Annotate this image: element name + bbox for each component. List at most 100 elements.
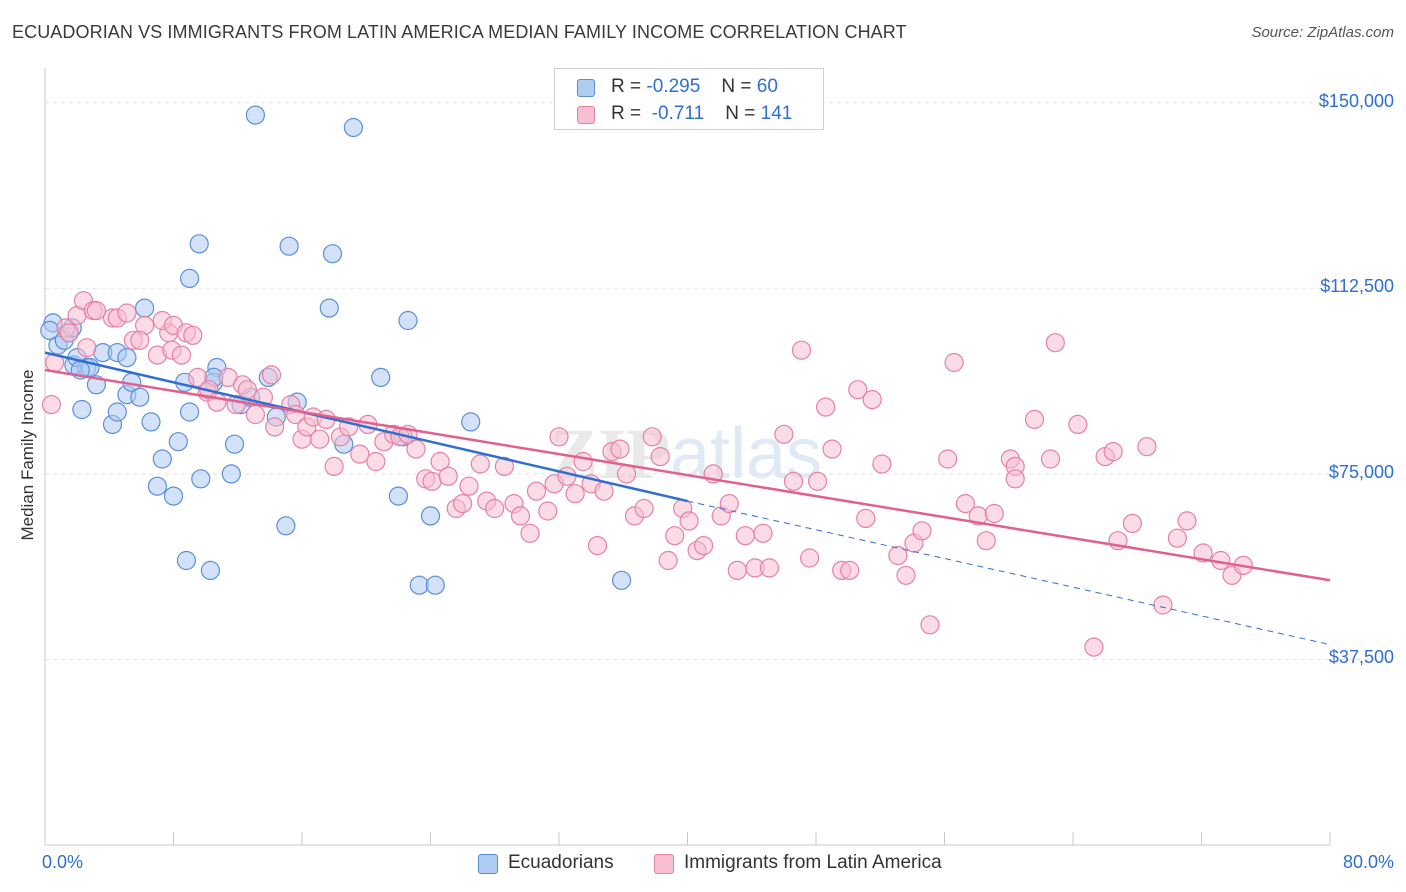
point-immigrant: [310, 429, 330, 449]
point-ecuadorian: [221, 464, 241, 484]
y-tick-label: $37,500: [1328, 647, 1394, 668]
point-immigrant: [727, 560, 747, 581]
legend-label: Ecuadorians: [508, 852, 614, 873]
point-ecuadorian: [72, 399, 92, 420]
point-immigrant: [774, 424, 794, 444]
stats-row-ecuadorians: R = -0.295 N = 60: [555, 74, 823, 102]
point-ecuadorian: [611, 570, 632, 590]
point-immigrant: [494, 456, 514, 476]
point-immigrant: [759, 558, 780, 578]
point-immigrant: [350, 444, 370, 464]
point-immigrant: [1045, 333, 1065, 353]
point-immigrant: [459, 476, 479, 496]
point-immigrant: [862, 390, 882, 410]
point-immigrant: [117, 303, 137, 323]
r-label: R =: [611, 76, 642, 97]
point-immigrant: [938, 449, 958, 469]
point-immigrant: [822, 439, 842, 459]
point-immigrant: [642, 427, 662, 447]
point-ecuadorian: [135, 298, 155, 318]
point-immigrant: [130, 330, 150, 350]
point-immigrant: [265, 417, 285, 437]
y-tick-label: $112,500: [1320, 276, 1394, 297]
point-immigrant: [324, 456, 344, 476]
stats-legend: R = -0.295 N = 60 R = -0.711 N = 141: [554, 68, 824, 130]
point-ecuadorian: [163, 486, 184, 506]
point-immigrant: [1024, 409, 1045, 429]
point-ecuadorian: [420, 506, 441, 526]
point-immigrant: [183, 325, 203, 345]
point-immigrant: [735, 526, 755, 546]
point-immigrant: [658, 550, 678, 571]
point-immigrant: [888, 545, 908, 566]
point-immigrant: [557, 466, 577, 486]
point-ecuadorian: [107, 402, 127, 422]
point-immigrant: [634, 498, 654, 519]
point-ecuadorian: [189, 234, 209, 254]
point-immigrant: [815, 397, 836, 417]
stats-row-immigrants: R = -0.711 N = 141: [555, 101, 823, 129]
point-immigrant: [1103, 442, 1123, 462]
point-immigrant: [807, 471, 828, 491]
point-immigrant: [1167, 528, 1188, 548]
point-ecuadorian: [191, 469, 211, 489]
point-ecuadorian: [176, 550, 196, 571]
point-ecuadorian: [388, 486, 408, 506]
point-ecuadorian: [180, 268, 200, 288]
point-immigrant: [520, 523, 540, 543]
point-immigrant: [896, 565, 916, 585]
point-ecuadorian: [398, 310, 418, 331]
point-immigrant: [650, 447, 670, 467]
point-immigrant: [783, 471, 804, 491]
point-immigrant: [594, 481, 614, 501]
source-label: Source: ZipAtlas.com: [1251, 24, 1394, 41]
r-value: -0.711: [651, 103, 705, 124]
point-ecuadorian: [147, 476, 167, 496]
point-immigrant: [406, 439, 426, 459]
point-ecuadorian: [168, 432, 188, 452]
point-immigrant: [610, 439, 630, 459]
point-immigrant: [245, 404, 265, 425]
point-immigrant: [1137, 437, 1157, 457]
point-immigrant: [587, 535, 608, 556]
point-immigrant: [171, 345, 192, 365]
point-ecuadorian: [141, 412, 161, 432]
point-immigrant: [856, 508, 876, 529]
point-ecuadorian: [117, 348, 137, 368]
point-immigrant: [1153, 595, 1173, 615]
y-tick-label: $75,000: [1328, 461, 1394, 482]
point-ecuadorian: [224, 434, 245, 454]
point-immigrant: [693, 535, 714, 556]
point-immigrant: [976, 531, 996, 551]
point-ecuadorian: [319, 298, 339, 318]
point-immigrant: [549, 427, 569, 447]
point-immigrant: [438, 466, 458, 486]
legend-swatch-pink: [654, 854, 674, 874]
point-immigrant: [1122, 513, 1143, 534]
point-ecuadorian: [409, 575, 429, 595]
swatch-pink: [577, 106, 595, 124]
point-ecuadorian: [40, 320, 60, 340]
trend-lines: [44, 351, 1331, 646]
point-ecuadorian: [425, 575, 445, 595]
legend-label: Immigrants from Latin America: [684, 852, 942, 873]
point-immigrant: [840, 560, 860, 581]
series-legend: Ecuadorians Immigrants from Latin Americ…: [0, 852, 1406, 878]
y-tick-label: $150,000: [1318, 90, 1394, 111]
point-immigrant: [538, 501, 558, 521]
point-immigrant: [188, 367, 208, 387]
x-tick-label-min: 0.0%: [42, 852, 84, 872]
point-ecuadorian: [152, 449, 172, 469]
point-immigrant: [1084, 637, 1104, 657]
point-immigrant: [565, 484, 585, 504]
point-immigrant: [799, 548, 820, 568]
point-ecuadorian: [279, 236, 299, 256]
point-ecuadorian: [371, 367, 391, 387]
point-immigrant: [719, 494, 739, 514]
point-immigrant: [86, 301, 107, 321]
point-immigrant: [955, 494, 976, 514]
point-immigrant: [1005, 469, 1025, 489]
point-ecuadorian: [322, 244, 343, 264]
n-value: 141: [760, 103, 793, 124]
point-immigrant: [41, 395, 62, 415]
